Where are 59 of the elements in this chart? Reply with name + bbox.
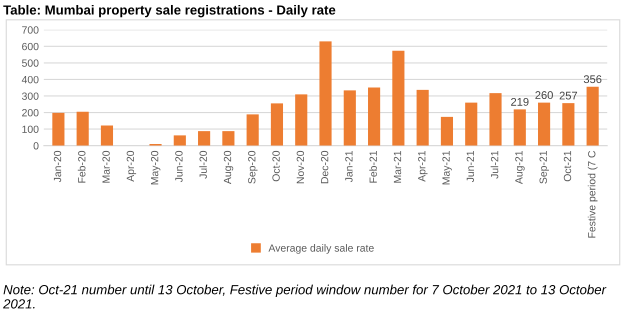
bar (514, 109, 526, 146)
x-tick-label: Festive period (7 C (588, 150, 598, 238)
y-tick-label: 600 (22, 42, 39, 50)
y-tick-label: 0 (34, 142, 39, 150)
x-tick-label: Mar-20 (102, 150, 110, 183)
x-tick-label: Nov-20 (296, 150, 304, 184)
x-tick-label: Apr-21 (418, 151, 428, 182)
data-label: 219 (511, 98, 529, 106)
data-label: 260 (535, 91, 553, 100)
bar (270, 103, 284, 146)
bar (100, 125, 114, 146)
x-tick-label: Sep-20 (248, 150, 258, 184)
bar (222, 131, 234, 146)
bar (246, 114, 259, 146)
bar (174, 135, 186, 146)
bar (198, 131, 210, 146)
y-tick-label: 500 (22, 59, 39, 67)
x-tick-label: Mar-21 (394, 151, 402, 183)
x-tick-label: May-20 (150, 150, 160, 184)
text: Note: Oct-21 number until 13 October, Festive period window number for 7 October 2021 to 13 October 2021. (3, 284, 606, 309)
x-tick-label: Oct-21 (564, 151, 572, 182)
x-tick-label: May-21 (442, 151, 452, 184)
bar (586, 86, 599, 146)
bar (538, 102, 550, 146)
x-tick-label: Feb-20 (78, 150, 86, 183)
data-label: 257 (560, 92, 578, 100)
x-tick-label: Apr-20 (126, 150, 136, 182)
data-label: 356 (584, 75, 602, 84)
x-tick-label: Aug-21 (515, 151, 525, 184)
x-tick-label: Jul-20 (199, 150, 207, 179)
bar (562, 103, 574, 146)
x-tick-label: Aug-20 (224, 150, 234, 184)
chart-title: Table: Mumbai property sale registrations - Daily rate (3, 4, 336, 18)
bar (319, 41, 332, 146)
x-tick-label: Oct-20 (272, 150, 280, 182)
x-tick-label: Jan-20 (54, 150, 62, 182)
x-tick-label: Jun-21 (466, 151, 474, 182)
bar (465, 102, 478, 146)
bar (52, 112, 64, 146)
x-tick-label: Dec-20 (320, 150, 328, 184)
x-tick-label: Jul-21 (490, 151, 498, 179)
x-tick-label: Feb-21 (369, 151, 377, 183)
x-tick-label: Sep-21 (540, 151, 549, 184)
x-tick-label: Jun-20 (175, 150, 183, 182)
bar (392, 50, 404, 146)
bar (440, 116, 454, 146)
y-tick-label: 200 (22, 109, 39, 116)
bar (344, 90, 356, 146)
x-tick-label: Jan-21 (345, 151, 353, 182)
bar (368, 88, 380, 146)
bar (416, 90, 429, 146)
bar (76, 112, 89, 146)
y-tick-label: 400 (22, 76, 39, 84)
bar (489, 93, 502, 146)
y-tick-label: 100 (22, 126, 39, 133)
y-tick-label: 700 (22, 26, 39, 34)
bar (295, 94, 308, 146)
legend-label: Average daily sale rate (268, 244, 374, 254)
y-tick-label: 300 (22, 92, 39, 100)
